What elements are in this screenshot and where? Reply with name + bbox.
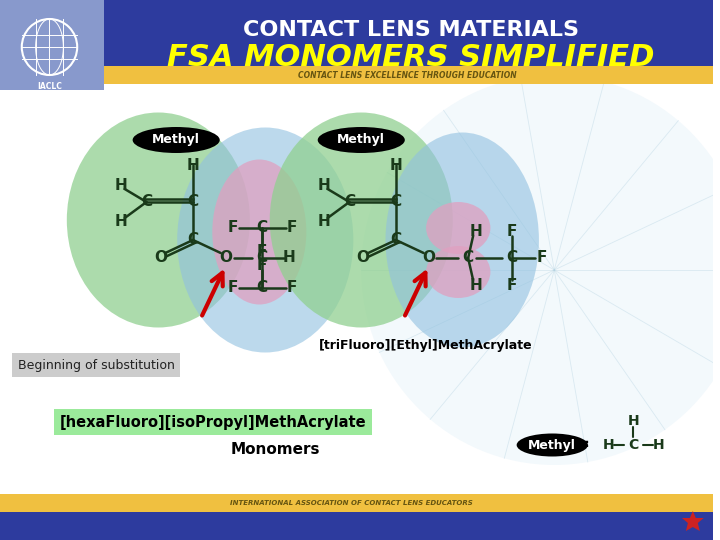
Text: Methyl: Methyl — [152, 133, 200, 146]
Text: C: C — [257, 280, 268, 295]
Ellipse shape — [318, 127, 405, 153]
Text: C: C — [344, 194, 355, 210]
Text: F: F — [257, 258, 267, 273]
Text: INTERNATIONAL ASSOCIATION OF CONTACT LENS EDUCATORS: INTERNATIONAL ASSOCIATION OF CONTACT LEN… — [230, 500, 473, 506]
Text: Beginning of substitution: Beginning of substitution — [18, 359, 175, 372]
Text: H: H — [628, 414, 639, 428]
Text: H: H — [114, 178, 127, 192]
Text: F: F — [287, 280, 297, 295]
Text: C: C — [390, 233, 402, 247]
Text: F: F — [536, 251, 546, 266]
Text: Monomers: Monomers — [230, 442, 320, 457]
Ellipse shape — [426, 202, 490, 254]
Ellipse shape — [270, 112, 453, 327]
Ellipse shape — [212, 159, 306, 305]
Text: C: C — [629, 438, 639, 452]
Text: H: H — [469, 224, 482, 239]
Text: C: C — [187, 233, 199, 247]
Text: FSA MONOMERS SIMPLIFIED: FSA MONOMERS SIMPLIFIED — [167, 43, 654, 71]
Text: F: F — [506, 278, 517, 293]
Text: H: H — [114, 214, 127, 230]
Text: F: F — [506, 224, 517, 239]
Text: O: O — [154, 251, 167, 266]
Ellipse shape — [426, 246, 490, 298]
Text: O: O — [356, 251, 370, 266]
Text: F: F — [228, 220, 238, 235]
Text: [triFluoro][Ethyl]MethAcrylate: [triFluoro][Ethyl]MethAcrylate — [319, 339, 532, 352]
FancyBboxPatch shape — [0, 512, 713, 540]
Text: H: H — [390, 158, 402, 172]
Ellipse shape — [177, 127, 354, 353]
Ellipse shape — [385, 132, 539, 348]
Text: O: O — [422, 251, 435, 266]
Text: C: C — [257, 220, 268, 235]
FancyBboxPatch shape — [0, 494, 713, 512]
Text: H: H — [318, 178, 330, 192]
Text: Methyl: Methyl — [338, 133, 385, 146]
Text: =: = — [574, 436, 589, 454]
Text: H: H — [186, 158, 199, 172]
FancyBboxPatch shape — [104, 66, 713, 84]
Text: H: H — [603, 438, 614, 452]
Text: [hexaFluoro][isoPropyl]MethAcrylate: [hexaFluoro][isoPropyl]MethAcrylate — [60, 415, 366, 429]
FancyBboxPatch shape — [0, 82, 713, 494]
Text: CONTACT LENS MATERIALS: CONTACT LENS MATERIALS — [243, 20, 579, 40]
Text: Methyl: Methyl — [528, 438, 576, 451]
Text: C: C — [390, 194, 402, 210]
Text: CONTACT LENS EXCELLENCE THROUGH EDUCATION: CONTACT LENS EXCELLENCE THROUGH EDUCATIO… — [299, 71, 517, 79]
Text: H: H — [652, 438, 664, 452]
Text: C: C — [506, 251, 517, 266]
Ellipse shape — [132, 127, 220, 153]
Text: F: F — [257, 244, 267, 259]
Ellipse shape — [67, 112, 250, 327]
Text: H: H — [318, 214, 330, 230]
Text: H: H — [469, 278, 482, 293]
Ellipse shape — [517, 434, 588, 456]
FancyBboxPatch shape — [0, 0, 104, 90]
Text: O: O — [219, 251, 232, 266]
Text: C: C — [462, 251, 474, 266]
Text: IACLC: IACLC — [37, 82, 62, 91]
Text: C: C — [141, 194, 152, 210]
Circle shape — [361, 75, 720, 465]
Polygon shape — [682, 511, 703, 531]
Text: H: H — [283, 251, 295, 266]
FancyBboxPatch shape — [0, 0, 713, 80]
Text: F: F — [287, 220, 297, 235]
Text: C: C — [187, 194, 199, 210]
Text: F: F — [228, 280, 238, 295]
Text: C: C — [257, 251, 268, 266]
